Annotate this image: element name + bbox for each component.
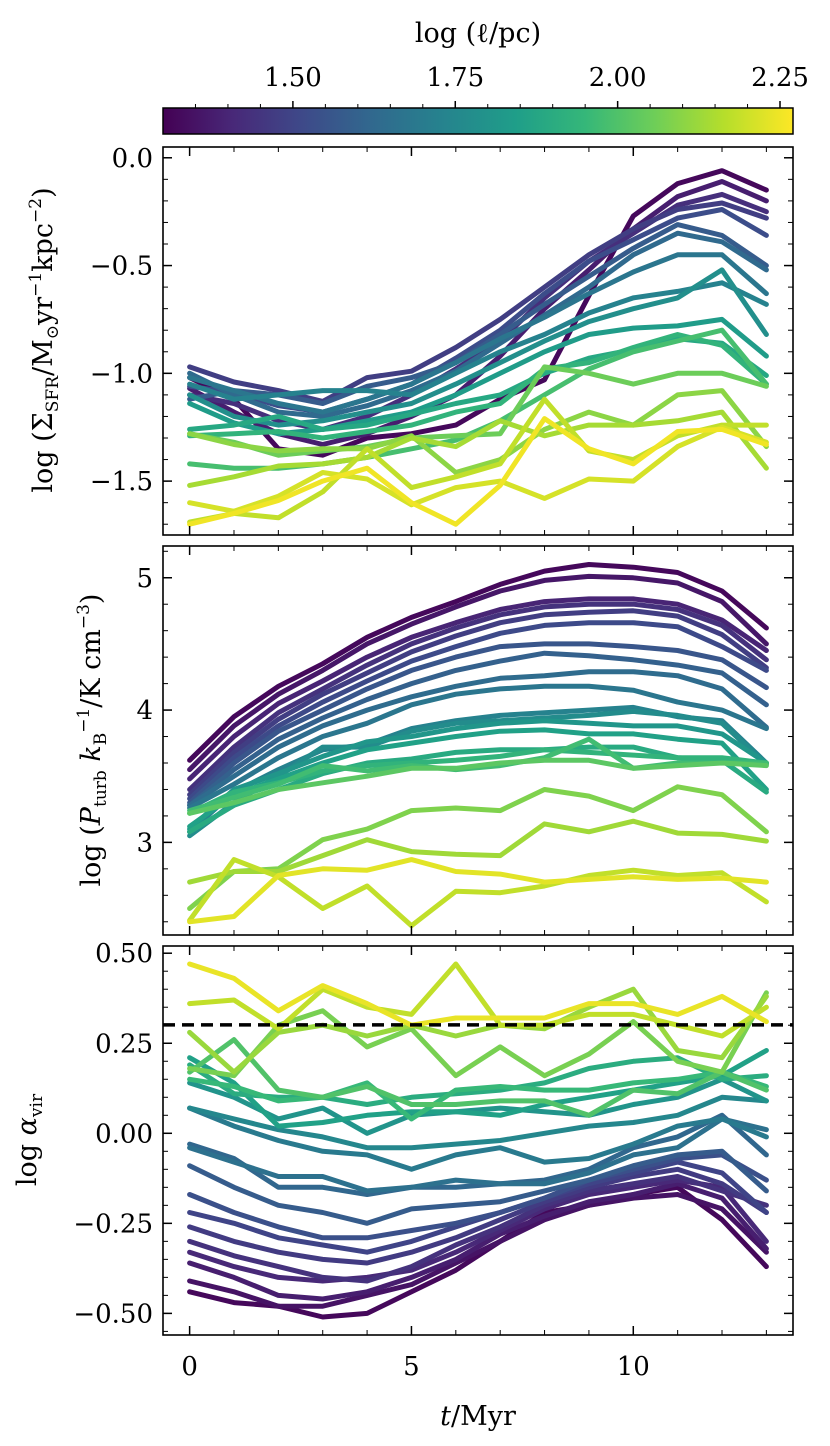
series-line	[187, 683, 769, 811]
series-line	[187, 332, 769, 441]
series-line	[187, 252, 769, 415]
sfr-panel: log (ΣSFR/M⊙yr−1kpc−2) 0.0 −0.5 −1.0 −1.5	[26, 144, 794, 536]
colorbar-gradient	[162, 107, 794, 135]
colorbar-ticks: 1.50 1.75 2.00 2.25	[194, 63, 809, 108]
x-tick-label: 5	[403, 1352, 420, 1382]
y-tick-label: −0.50	[73, 1299, 153, 1329]
series-line	[187, 1177, 769, 1284]
series-line	[187, 267, 769, 428]
series-line	[187, 1152, 769, 1241]
colorbar-tick-label: 2.00	[589, 63, 647, 93]
series-line	[187, 669, 769, 808]
series-line	[187, 1094, 769, 1151]
series-line	[187, 416, 769, 527]
series-line	[187, 727, 769, 829]
series-line	[187, 280, 769, 402]
y-tick-label: 0.00	[95, 1119, 153, 1149]
pturb-ylabel: log (Pturb kB−1/K cm−3)	[74, 594, 111, 887]
series-line	[187, 818, 769, 885]
series-line	[187, 596, 769, 782]
series-line	[187, 961, 769, 1028]
series-line	[187, 1076, 769, 1136]
series-line	[187, 1166, 769, 1266]
y-tick-label: 0.25	[95, 1029, 153, 1059]
series-line	[187, 1148, 769, 1226]
y-tick-label: −1.5	[90, 467, 153, 497]
series-line	[187, 857, 769, 929]
series-line	[187, 562, 769, 763]
series-line	[187, 601, 769, 792]
alpha-panel: log αvir t/Myr 0.50 0.25 0.00 −0.25 −0.50 0 5 1…	[12, 939, 794, 1432]
series-line	[187, 718, 769, 832]
series-line	[187, 961, 769, 1039]
series-line	[187, 1192, 769, 1309]
alpha-ylabel: log αvir	[12, 1093, 47, 1186]
series-line	[187, 1116, 769, 1194]
series-group	[187, 168, 769, 527]
colorbar-label: log (ℓ/pc)	[415, 18, 541, 49]
series-line	[187, 409, 769, 488]
series-line	[187, 608, 769, 798]
y-tick-label: 0.50	[95, 939, 153, 969]
y-tick-label: 4	[136, 696, 153, 726]
axes-frame	[162, 545, 794, 936]
y-tick-label: −1.0	[90, 359, 153, 389]
y-tick-label: 3	[136, 828, 153, 858]
colorbar-tick-label: 1.50	[264, 63, 322, 93]
series-line	[187, 573, 769, 773]
pturb-panel: log (Pturb kB−1/K cm−3) 3 4 5	[74, 545, 794, 936]
colorbar-tick-label: 2.25	[751, 63, 809, 93]
series-group	[187, 562, 769, 929]
colorbar-tick-label: 1.75	[426, 63, 484, 93]
series-group	[187, 961, 769, 1320]
colorbar: log (ℓ/pc) 1.50 1.75 2.00 2.25	[162, 18, 809, 135]
series-line	[187, 857, 769, 925]
series-line	[187, 757, 769, 816]
series-line	[187, 986, 769, 1075]
series-line	[187, 641, 769, 806]
series-line	[187, 1069, 769, 1122]
y-tick-label: −0.25	[73, 1209, 153, 1239]
series-line	[187, 1174, 769, 1284]
y-tick-label: 0.0	[112, 144, 153, 174]
axes-frame	[162, 945, 794, 1336]
x-tick-label: 0	[181, 1352, 198, 1382]
series-line	[187, 620, 769, 802]
y-tick-label: −0.5	[90, 252, 153, 282]
series-line	[187, 1112, 769, 1197]
series-line	[187, 1037, 769, 1118]
series-line	[187, 230, 769, 419]
series-line	[187, 784, 769, 911]
y-tick-label: 5	[136, 564, 153, 594]
series-line	[187, 1055, 769, 1107]
sfr-ylabel: log (ΣSFR/M⊙yr−1kpc−2)	[26, 187, 63, 492]
series-line	[187, 1181, 769, 1302]
series-line	[187, 650, 769, 808]
x-tick-label: 10	[617, 1352, 650, 1382]
series-line	[187, 388, 769, 475]
axes-frame	[162, 146, 794, 536]
xlabel: t/Myr	[440, 1401, 516, 1432]
series-line	[187, 1105, 769, 1172]
series-line	[187, 424, 769, 514]
series-line	[187, 1048, 769, 1129]
